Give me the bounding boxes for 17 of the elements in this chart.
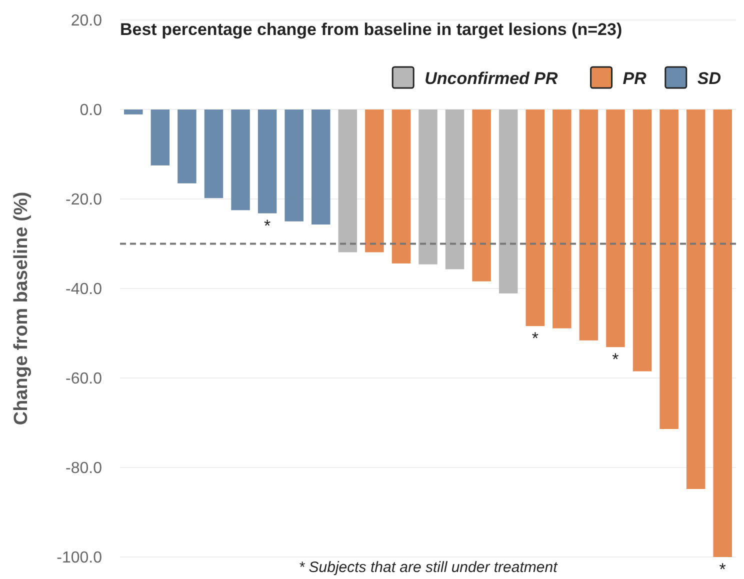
legend-label: PR xyxy=(622,69,648,88)
legend-label: SD xyxy=(697,69,722,88)
y-tick-label: -40.0 xyxy=(66,281,102,298)
y-tick-label: 0.0 xyxy=(80,102,102,120)
text: * Subjects that are still under treatment xyxy=(298,559,558,576)
y-tick-label: 20.0 xyxy=(70,12,102,30)
y-tick-label: -100.0 xyxy=(56,550,102,567)
data-label: * xyxy=(264,216,271,236)
data-label: * xyxy=(612,350,620,370)
data-label: * xyxy=(719,560,726,579)
data-label: * xyxy=(532,329,539,348)
y-axis-title: Change from baseline (%) xyxy=(11,192,32,426)
y-tick-label: -80.0 xyxy=(66,460,102,478)
legend-label: Unconfirmed PR xyxy=(424,69,558,88)
y-tick-label: -20.0 xyxy=(66,192,102,209)
y-tick-label: -60.0 xyxy=(66,370,102,388)
chart-title: Best percentage change from baseline in target lesions (n=23) xyxy=(120,20,622,39)
